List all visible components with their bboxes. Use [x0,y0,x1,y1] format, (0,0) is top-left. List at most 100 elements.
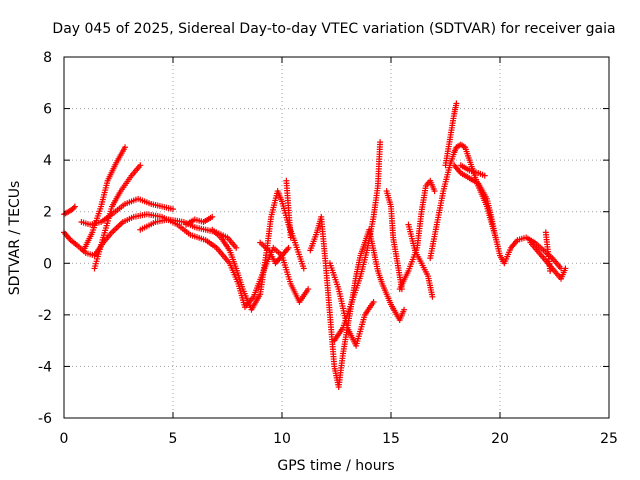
data-point [547,268,554,275]
data-series-J [283,177,294,241]
data-point-cluster [275,190,285,203]
data-point-cluster [243,295,256,309]
data-point [562,265,569,272]
data-point-cluster [462,146,472,161]
data-point-cluster [440,164,453,192]
data-point [209,213,216,220]
data-point-cluster [101,231,114,244]
data-point-cluster [327,314,338,367]
data-point [370,298,377,305]
y-tick-label: -2 [38,308,52,324]
data-point-cluster [384,190,394,208]
data-point-cluster [389,303,398,314]
data-point-cluster [332,326,345,342]
data-point-cluster [80,219,91,227]
data-point [431,188,438,195]
data-point-cluster [340,327,351,355]
data-point-cluster [447,113,457,141]
data-point [377,139,384,146]
data-point [300,265,307,272]
data-series-S [451,162,499,241]
data-point-cluster [533,241,545,252]
data-point [233,244,240,251]
data-point-cluster [363,300,376,317]
data-point-cluster [480,195,490,208]
data-point-cluster [210,228,223,239]
data-point-cluster [130,164,142,177]
data-point-cluster [555,272,563,281]
data-point-cluster [335,352,346,388]
data-point-cluster [227,262,241,285]
data-point-cluster [406,223,418,252]
data-point-cluster [434,190,446,226]
data-point [481,172,488,179]
data-point-cluster [297,287,310,304]
data-point-cluster [353,314,368,347]
data-point-cluster [358,241,368,257]
data-point-cluster [543,231,553,272]
data-point-cluster [327,262,341,290]
y-axis-label: SDTVAR / TECUs [7,181,23,296]
y-tick-label: -4 [38,359,52,375]
data-point-cluster [468,176,480,186]
data-series-L [331,139,384,344]
data-point [453,100,460,107]
data-point-cluster [413,249,424,265]
data-point-cluster [380,282,389,296]
data-point-cluster [122,214,135,224]
data-point-cluster [528,241,541,255]
data-point-cluster [110,190,123,208]
data-point-cluster [459,163,471,173]
data-point-cluster [233,267,246,290]
data-point-cluster [139,220,157,232]
x-tick-label: 15 [382,431,400,447]
data-point [137,162,144,169]
data-series-C [80,144,129,254]
data-point-cluster [308,231,320,252]
data-point-cluster [393,311,402,322]
chart-title: Day 045 of 2025, Sidereal Day-to-day VTE… [52,21,615,37]
data-point-cluster [397,308,407,321]
x-tick-label: 25 [600,431,618,447]
y-tick-label: -6 [38,411,52,427]
x-tick-label: 5 [169,431,178,447]
data-point-cluster [99,212,114,224]
data-point-cluster [176,223,192,237]
data-point-cluster [84,250,96,258]
data-point-cluster [273,254,284,265]
data-point-cluster [558,267,568,280]
x-tick-labels: 0 5 10 15 20 25 [60,431,618,447]
x-tick-label: 0 [60,431,69,447]
data-point-cluster [257,249,270,295]
data-point-cluster [459,142,467,150]
data-point [170,206,176,213]
data-series-H [209,188,307,313]
data-series-R [442,100,460,169]
data-point-cluster [225,236,238,250]
data-point [401,306,408,313]
data-point-cluster [62,230,73,242]
data-point-cluster [202,214,214,224]
data-point-cluster [364,216,377,251]
data-point-cluster [484,205,494,223]
data-point-cluster [358,249,370,277]
data-point-cluster [279,254,293,285]
y-tick-label: 6 [43,102,52,118]
data-point-cluster [110,220,125,234]
data-point-cluster [447,151,457,167]
data-point-cluster [424,179,432,188]
data-point [71,203,78,210]
data-points [61,100,569,391]
data-point-cluster [418,185,429,213]
data-point-cluster [427,224,440,259]
data-series-M [326,260,377,349]
data-point-cluster [509,238,520,250]
data-series-B [61,203,78,218]
data-point-cluster [92,236,106,270]
data-point-cluster [322,262,333,316]
data-series-A [61,211,312,311]
data-point-cluster [336,288,350,329]
data-point-cluster [137,196,153,207]
data-point-cluster [451,145,459,154]
